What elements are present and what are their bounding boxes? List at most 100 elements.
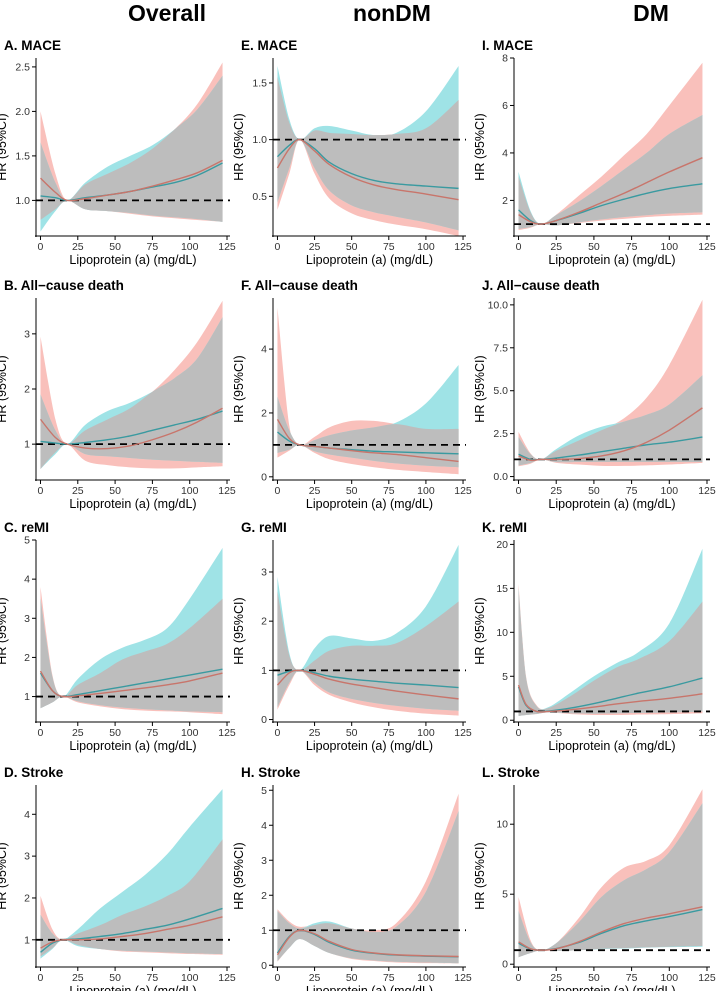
y-axis-label: HR (95%CI) bbox=[0, 597, 9, 664]
x-axis-label: Lipoprotein (a) (mg/dL) bbox=[69, 739, 196, 753]
y-axis-label: HR (95%CI) bbox=[0, 842, 9, 909]
series-line-b bbox=[276, 138, 459, 190]
y-tick-label: 4 bbox=[261, 344, 267, 356]
series-line-a bbox=[276, 418, 459, 463]
x-tick-label: 0 bbox=[275, 727, 281, 739]
x-tick-label: 50 bbox=[588, 727, 600, 739]
x-tick-label: 75 bbox=[147, 727, 159, 739]
ci-band-overlap bbox=[518, 588, 703, 716]
x-tick-label: 50 bbox=[109, 485, 121, 497]
y-tick-label: 2 bbox=[502, 195, 508, 207]
x-tick-label: 0 bbox=[38, 485, 44, 497]
y-tick-label: 10 bbox=[496, 627, 508, 639]
x-tick-label: 0 bbox=[516, 972, 522, 984]
x-axis-label: Lipoprotein (a) (mg/dL) bbox=[548, 739, 675, 753]
x-tick-label: 25 bbox=[72, 241, 84, 253]
ci-band-overlap bbox=[277, 811, 459, 964]
panel-title: K. reMI bbox=[482, 520, 527, 535]
series-line-a bbox=[39, 670, 223, 698]
x-axis-label: Lipoprotein (a) (mg/dL) bbox=[306, 984, 433, 991]
x-tick-label: 50 bbox=[346, 972, 358, 984]
y-tick-label: 1.5 bbox=[15, 150, 30, 162]
y-tick-label: 0 bbox=[261, 471, 267, 483]
x-axis-label: Lipoprotein (a) (mg/dL) bbox=[69, 497, 196, 511]
ci-band-overlap bbox=[518, 114, 703, 229]
y-tick-label: 3 bbox=[24, 851, 30, 863]
y-tick-label: 20 bbox=[496, 539, 508, 551]
panel-title: I. MACE bbox=[482, 38, 533, 53]
x-tick-label: 75 bbox=[626, 485, 638, 497]
y-tick-label: 1 bbox=[24, 934, 30, 946]
y-tick-label: 3 bbox=[24, 328, 30, 340]
y-tick-label: 1.0 bbox=[15, 195, 30, 207]
y-tick-label: 5 bbox=[261, 785, 267, 797]
x-tick-label: 0 bbox=[516, 241, 522, 253]
y-tick-label: 2 bbox=[24, 892, 30, 904]
x-tick-label: 0 bbox=[38, 727, 44, 739]
x-tick-label: 0 bbox=[38, 972, 44, 984]
y-tick-label: 2 bbox=[261, 616, 267, 628]
y-axis-label: HR (95%CI) bbox=[0, 113, 9, 180]
x-tick-label: 25 bbox=[309, 485, 321, 497]
y-tick-label: 2 bbox=[261, 890, 267, 902]
x-tick-label: 50 bbox=[588, 972, 600, 984]
series-line-a bbox=[276, 669, 459, 700]
y-tick-label: 5.0 bbox=[493, 385, 508, 397]
series-line-a bbox=[518, 157, 703, 225]
x-tick-label: 25 bbox=[309, 727, 321, 739]
x-tick-label: 75 bbox=[383, 241, 395, 253]
x-tick-label: 125 bbox=[698, 727, 716, 739]
y-axis-label: HR (95%CI) bbox=[473, 597, 487, 664]
ci-band-overlap bbox=[40, 75, 223, 222]
column-title-nondm: nonDM bbox=[353, 0, 431, 26]
y-axis-label: HR (95%CI) bbox=[473, 355, 487, 422]
y-tick-label: 15 bbox=[496, 583, 508, 595]
panel-title: G. reMI bbox=[241, 520, 287, 535]
series-line-a bbox=[40, 916, 223, 949]
x-tick-label: 0 bbox=[275, 972, 281, 984]
x-tick-label: 125 bbox=[698, 241, 716, 253]
y-tick-label: 4 bbox=[24, 574, 30, 586]
y-axis-label: HR (95%CI) bbox=[473, 113, 487, 180]
x-tick-label: 125 bbox=[218, 972, 236, 984]
series-line-b bbox=[40, 410, 223, 445]
series-line-a bbox=[276, 138, 459, 201]
x-axis-label: Lipoprotein (a) (mg/dL) bbox=[306, 497, 433, 511]
y-tick-label: 0 bbox=[261, 714, 267, 726]
y-tick-label: 8 bbox=[502, 53, 508, 65]
x-tick-label: 50 bbox=[109, 241, 121, 253]
ci-band-overlap bbox=[40, 317, 223, 469]
x-axis-label: Lipoprotein (a) (mg/dL) bbox=[548, 497, 675, 511]
x-tick-label: 75 bbox=[147, 972, 159, 984]
y-tick-label: 5 bbox=[502, 889, 508, 901]
y-axis-label: HR (95%CI) bbox=[232, 842, 246, 909]
ci-band-overlap bbox=[518, 375, 703, 466]
panel-title: E. MACE bbox=[241, 38, 297, 53]
x-axis-label: Lipoprotein (a) (mg/dL) bbox=[548, 253, 675, 267]
x-tick-label: 100 bbox=[661, 727, 679, 739]
x-tick-label: 25 bbox=[72, 485, 84, 497]
x-tick-label: 75 bbox=[626, 727, 638, 739]
x-axis-label: Lipoprotein (a) (mg/dL) bbox=[548, 984, 675, 991]
column-title-dm: DM bbox=[633, 0, 669, 26]
panel-title: B. All−cause death bbox=[4, 278, 124, 293]
panel-title: J. All−cause death bbox=[482, 278, 600, 293]
x-tick-label: 75 bbox=[147, 241, 159, 253]
y-tick-label: 2 bbox=[261, 407, 267, 419]
x-tick-label: 125 bbox=[218, 727, 236, 739]
x-tick-label: 100 bbox=[661, 485, 679, 497]
y-tick-label: 3 bbox=[261, 855, 267, 867]
y-tick-label: 2.5 bbox=[15, 61, 30, 73]
x-tick-label: 75 bbox=[383, 485, 395, 497]
x-tick-label: 100 bbox=[181, 727, 199, 739]
y-axis-label: HR (95%CI) bbox=[473, 842, 487, 909]
y-tick-label: 10.0 bbox=[488, 299, 509, 311]
y-tick-label: 5 bbox=[24, 535, 30, 547]
y-tick-label: 3 bbox=[261, 566, 267, 578]
y-tick-label: 1 bbox=[261, 665, 267, 677]
x-tick-label: 75 bbox=[147, 485, 159, 497]
y-tick-label: 6 bbox=[502, 100, 508, 112]
panel-title: F. All−cause death bbox=[241, 278, 358, 293]
y-tick-label: 1.5 bbox=[252, 77, 267, 89]
y-tick-label: 4 bbox=[24, 809, 30, 821]
